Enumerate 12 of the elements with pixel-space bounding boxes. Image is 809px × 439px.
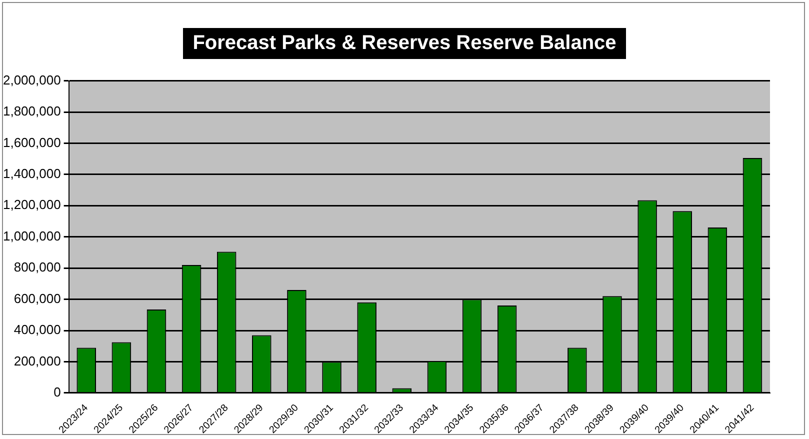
- y-tick-label: 0: [54, 384, 61, 400]
- y-tick-label: 2,000,000: [2, 72, 61, 88]
- y-tick-label: 200,000: [14, 353, 61, 368]
- y-tick-label: 1,600,000: [2, 134, 61, 150]
- y-tick-label: 1,400,000: [2, 166, 61, 182]
- y-tick-label: 1,800,000: [2, 104, 61, 119]
- y-tick-label: 1,200,000: [2, 197, 61, 212]
- y-tick-label: 600,000: [14, 290, 61, 306]
- y-tick-label: 400,000: [14, 322, 61, 338]
- y-tick-label: 1,000,000: [2, 228, 61, 244]
- y-tick-label: 800,000: [14, 260, 61, 275]
- chart-title: Forecast Parks & Reserves Reserve Balance: [182, 28, 626, 59]
